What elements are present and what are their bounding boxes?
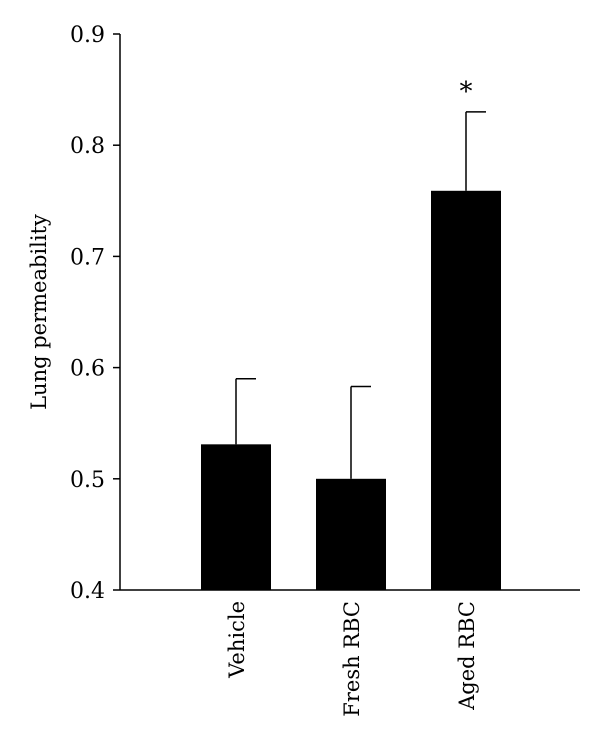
x-tick-label: Fresh RBC: [340, 601, 364, 717]
y-tick-label: 0.5: [70, 468, 105, 493]
bar: [316, 478, 386, 590]
y-tick-label: 0.9: [70, 23, 105, 48]
x-tick-labels-group: Vehicle Fresh RBC Aged RBC: [225, 601, 479, 717]
y-tick-label: 0.6: [70, 357, 105, 382]
bar: [201, 444, 271, 590]
error-bars-group: [235, 111, 486, 479]
significance-marker: *: [460, 77, 473, 107]
y-tick-label: 0.8: [70, 134, 105, 159]
y-tick-label: 0.4: [70, 579, 105, 604]
y-ticks-group: 0.4 0.5 0.6 0.7 0.8 0.9: [70, 23, 120, 604]
y-axis-label: Lung permeability: [27, 214, 51, 410]
bar: [431, 190, 501, 591]
y-tick-label: 0.7: [70, 245, 105, 270]
bars-group: [201, 190, 501, 591]
x-tick-label: Vehicle: [225, 601, 249, 679]
x-tick-label: Aged RBC: [455, 601, 479, 711]
significance-group: *: [460, 77, 473, 107]
